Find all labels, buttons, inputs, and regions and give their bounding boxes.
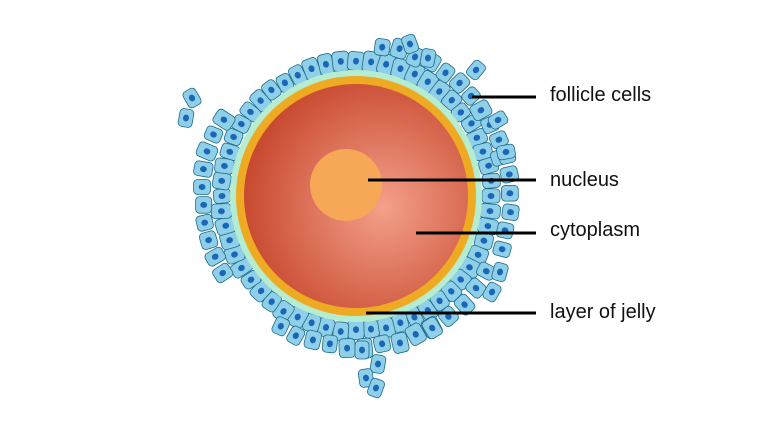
follicle-cell: [195, 196, 213, 214]
follicle-cell: [421, 316, 443, 340]
follicle-cell: [357, 368, 375, 388]
follicle-cells-layer: [177, 33, 520, 399]
follicle-cell: [362, 319, 380, 339]
follicle-cell: [275, 72, 295, 93]
follicle-cell: [286, 325, 306, 346]
follicle-cell: [373, 38, 391, 57]
follicle-cell: [210, 203, 233, 220]
follicle-cell: [495, 221, 515, 240]
follicle-cell: [487, 110, 509, 130]
follicle-cell: [419, 48, 437, 68]
follicle-cell: [469, 99, 493, 122]
follicle-cell: [492, 240, 512, 258]
follicle-cell: [212, 262, 234, 284]
follicle-cell: [240, 269, 262, 290]
follicle-cell: [461, 86, 481, 106]
follicle-cell: [476, 217, 499, 236]
follicle-cell: [261, 79, 282, 101]
follicle-cell: [448, 72, 471, 94]
follicle-cell: [479, 202, 502, 220]
follicle-cell: [212, 108, 236, 131]
follicle-cell: [195, 213, 214, 232]
follicle-cell: [453, 293, 476, 316]
follicle-cell: [476, 261, 497, 281]
follicle-cell: [481, 188, 501, 204]
follicle-cell: [390, 331, 410, 354]
follicle-cell: [450, 102, 471, 123]
follicle-cell: [347, 319, 365, 340]
follicle-cell: [212, 188, 232, 204]
follicle-cell: [466, 59, 486, 81]
follicle-cell: [219, 142, 241, 161]
follicle-cell: [249, 89, 272, 113]
follicle-cell: [338, 338, 356, 359]
follicle-cell: [321, 334, 338, 354]
follicle-cell: [177, 108, 195, 128]
cytoplasm-label: cytoplasm: [550, 219, 641, 241]
follicle-cell: [482, 281, 502, 303]
follicle-cell: [372, 334, 392, 354]
follicle-cell: [404, 322, 427, 346]
follicle-cell: [376, 316, 396, 339]
follicle-cell: [195, 141, 219, 162]
follicle-cell: [435, 62, 456, 83]
follicle-cell: [223, 127, 244, 147]
follicle-cell: [401, 33, 419, 55]
follicle-cell: [303, 329, 323, 351]
follicle-cell: [193, 179, 211, 195]
follicle-cell: [501, 203, 520, 221]
follicle-cell: [219, 230, 241, 251]
follicle-cells-label: follicle cells: [550, 84, 652, 106]
layer-of-jelly-label: layer of jelly: [550, 301, 656, 323]
follicle-cell: [193, 160, 214, 178]
follicle-cell: [204, 246, 226, 267]
follicle-cell: [367, 377, 385, 399]
follicle-cell: [198, 230, 219, 250]
follicle-cell: [489, 130, 509, 149]
follicle-cell: [354, 340, 370, 360]
follicle-cell: [211, 171, 232, 191]
follicle-cell: [369, 354, 387, 374]
follicle-cell: [182, 87, 202, 109]
follicle-cell: [203, 125, 224, 144]
follicle-cell: [271, 316, 291, 337]
nucleus-label: nucleus: [550, 169, 619, 191]
follicle-cell: [500, 184, 519, 202]
nucleus-region: [310, 149, 382, 221]
follicle-cell: [496, 143, 516, 161]
follicle-cell: [437, 305, 459, 327]
follicle-cell: [491, 261, 509, 283]
